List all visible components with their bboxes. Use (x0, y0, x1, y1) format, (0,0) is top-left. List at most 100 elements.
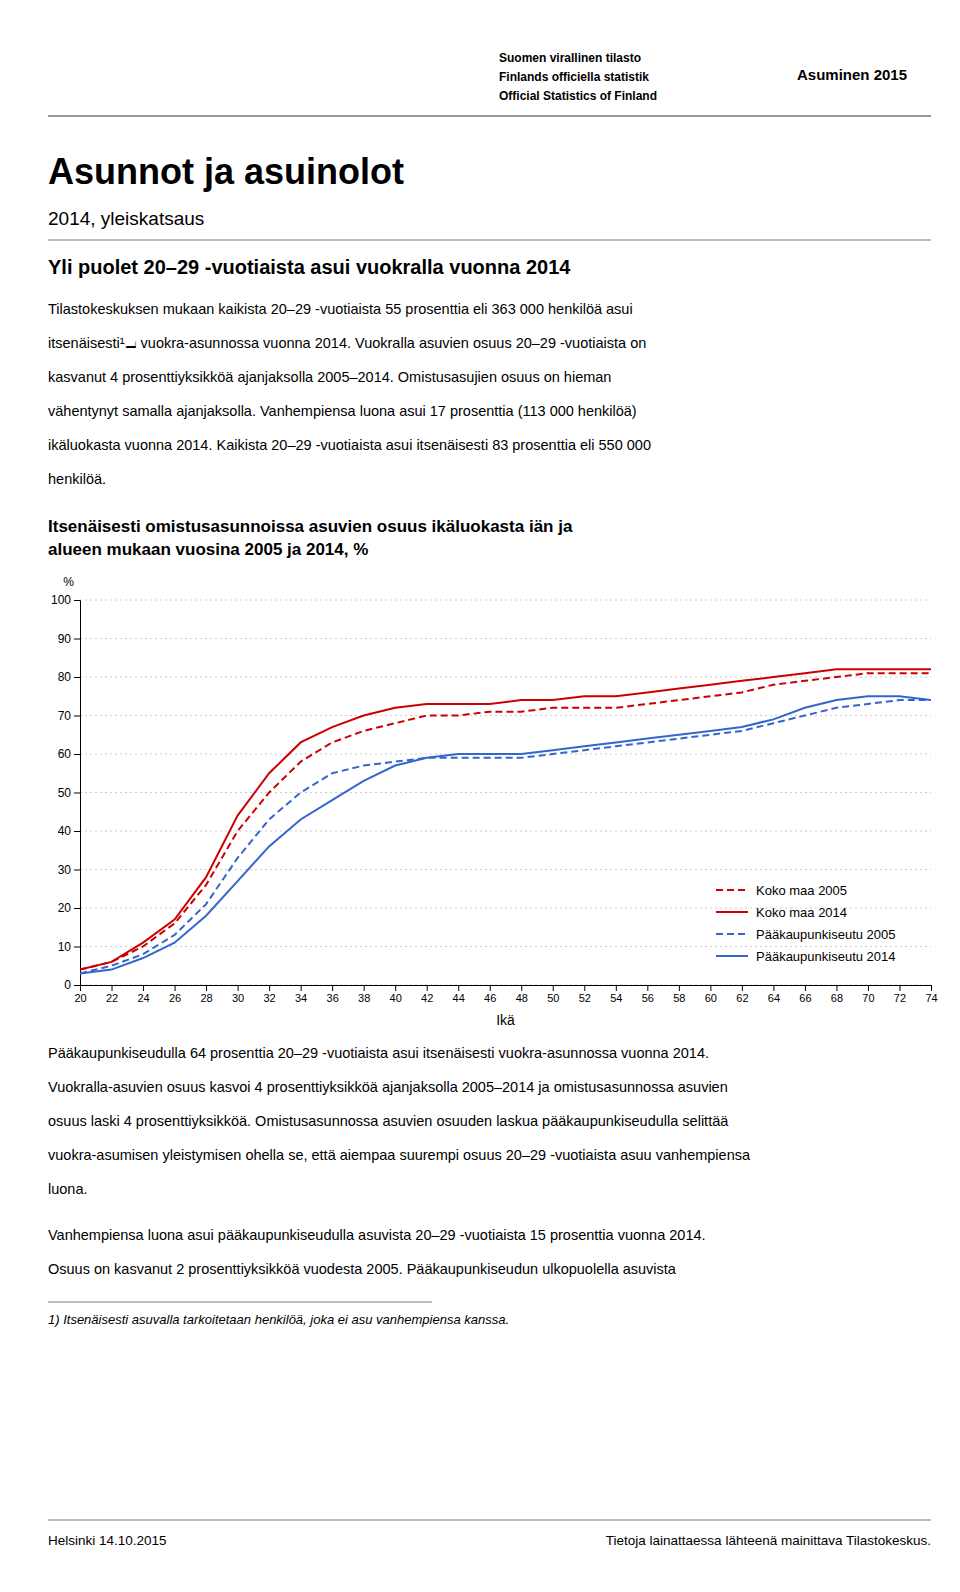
y-tick-label: 80 (58, 670, 72, 684)
x-tick-label: 22 (106, 992, 118, 1004)
x-tick-mark (206, 985, 207, 991)
x-tick-label: 26 (169, 992, 181, 1004)
x-tick-label: 36 (327, 992, 339, 1004)
grid-line (80, 600, 931, 601)
legend: Koko maa 2005Koko maa 2014Pääkaupunkiseu… (716, 883, 896, 964)
x-tick-label: 72 (894, 992, 906, 1004)
x-tick-label: 70 (862, 992, 874, 1004)
x-tick: 64 (768, 985, 780, 1004)
x-tick: 72 (894, 985, 906, 1004)
body-text: itsenäisesti¹⧡ vuokra-asunnossa vuonna 2… (48, 335, 646, 351)
x-tick-mark (143, 985, 144, 991)
grid-line (80, 869, 931, 870)
x-tick-label: 74 (925, 992, 937, 1004)
x-tick-mark (836, 985, 837, 991)
legend-swatch (716, 933, 748, 935)
x-tick-mark (301, 985, 302, 991)
footer-right: Tietoja lainattaessa lähteenä mainittava… (606, 1533, 931, 1548)
x-tick: 24 (137, 985, 149, 1004)
y-tick-label: 20 (58, 901, 72, 915)
section-heading: Yli puolet 20–29 -vuotiaista asui vuokra… (48, 256, 571, 278)
y-tick-label: 90 (58, 632, 72, 646)
x-tick-label: 40 (390, 992, 402, 1004)
x-tick: 26 (169, 985, 181, 1004)
x-tick: 54 (610, 985, 622, 1004)
y-tick-mark (74, 677, 80, 678)
y-tick-mark (74, 947, 80, 948)
x-tick-mark (521, 985, 522, 991)
x-tick: 46 (484, 985, 496, 1004)
y-axis: 0102030405060708090100 (51, 593, 81, 992)
x-tick: 70 (862, 985, 874, 1004)
body-text: Osuus on kasvanut 2 prosenttiyksikköä vu… (48, 1261, 677, 1277)
x-tick: 28 (200, 985, 212, 1004)
y-tick: 0 (64, 978, 80, 992)
x-tick-mark (269, 985, 270, 991)
x-tick-mark (805, 985, 806, 991)
y-tick-mark (74, 908, 80, 909)
x-tick-label: 34 (295, 992, 307, 1004)
x-tick: 20 (74, 985, 86, 1004)
x-tick-mark (490, 985, 491, 991)
body-text: vähentynyt samalla ajanjaksolla. Vanhemp… (48, 403, 637, 419)
y-tick: 30 (58, 863, 80, 877)
x-tick-mark (773, 985, 774, 991)
grid-line (80, 792, 931, 793)
y-tick: 70 (58, 709, 80, 723)
x-tick: 30 (232, 985, 244, 1004)
x-tick: 36 (327, 985, 339, 1004)
y-tick-label: 60 (58, 747, 72, 761)
grid-line (80, 677, 931, 678)
x-tick: 50 (547, 985, 559, 1004)
y-tick-label: 0 (64, 978, 71, 992)
body-text: vuokra-asumisen yleistymisen ohella se, … (48, 1147, 751, 1163)
x-tick-mark (679, 985, 680, 991)
y-tick-mark (74, 716, 80, 717)
x-tick: 58 (673, 985, 685, 1004)
x-tick-mark (427, 985, 428, 991)
y-tick-mark (74, 600, 80, 601)
y-tick-mark (74, 870, 80, 871)
legend-item: Pääkaupunkiseutu 2014 (716, 949, 896, 964)
x-tick: 74 (925, 985, 937, 1004)
x-tick-mark (931, 985, 932, 991)
y-tick: 20 (58, 901, 80, 915)
body-text: kasvanut 4 prosenttiyksikköä ajanjaksoll… (48, 369, 611, 385)
body-text: Tilastokeskuksen mukaan kaikista 20–29 -… (48, 301, 633, 317)
body-text: luona. (48, 1181, 88, 1197)
x-tick: 62 (736, 985, 748, 1004)
y-tick-label: 70 (58, 709, 72, 723)
legend-swatch (716, 955, 748, 957)
x-tick-label: 54 (610, 992, 622, 1004)
x-axis: 2022242628303234363840424446485052545658… (74, 985, 937, 1004)
y-tick-label: 40 (58, 824, 72, 838)
legend-item: Koko maa 2014 (716, 905, 847, 920)
x-tick: 40 (390, 985, 402, 1004)
rule (48, 1520, 931, 1521)
x-tick-mark (175, 985, 176, 991)
x-tick-label: 52 (579, 992, 591, 1004)
x-tick: 68 (831, 985, 843, 1004)
y-tick-label: 10 (58, 940, 72, 954)
x-tick-mark (238, 985, 239, 991)
chart: %010203040506070809010020222426283032343… (51, 575, 938, 1028)
x-tick: 66 (799, 985, 811, 1004)
x-tick-mark (616, 985, 617, 991)
x-tick-label: 46 (484, 992, 496, 1004)
y-tick-label: 50 (58, 786, 72, 800)
x-tick: 34 (295, 985, 307, 1004)
grid-line (80, 946, 931, 947)
x-tick-label: 48 (516, 992, 528, 1004)
legend-swatch (716, 911, 748, 913)
x-tick: 32 (263, 985, 275, 1004)
body-text: Vanhempiensa luona asui pääkaupunkiseudu… (48, 1227, 706, 1243)
plot-area (80, 669, 931, 973)
page: Suomen virallinen tilastoFinlands offici… (0, 0, 960, 1592)
x-tick-mark (647, 985, 648, 991)
y-tick-mark (74, 639, 80, 640)
footer-left: Helsinki 14.10.2015 (48, 1533, 167, 1548)
page-subtitle: 2014, yleiskatsaus (48, 208, 204, 229)
body-text: osuus laski 4 prosenttiyksikköä. Omistus… (48, 1113, 729, 1129)
y-tick: 60 (58, 747, 80, 761)
rule (48, 115, 931, 116)
